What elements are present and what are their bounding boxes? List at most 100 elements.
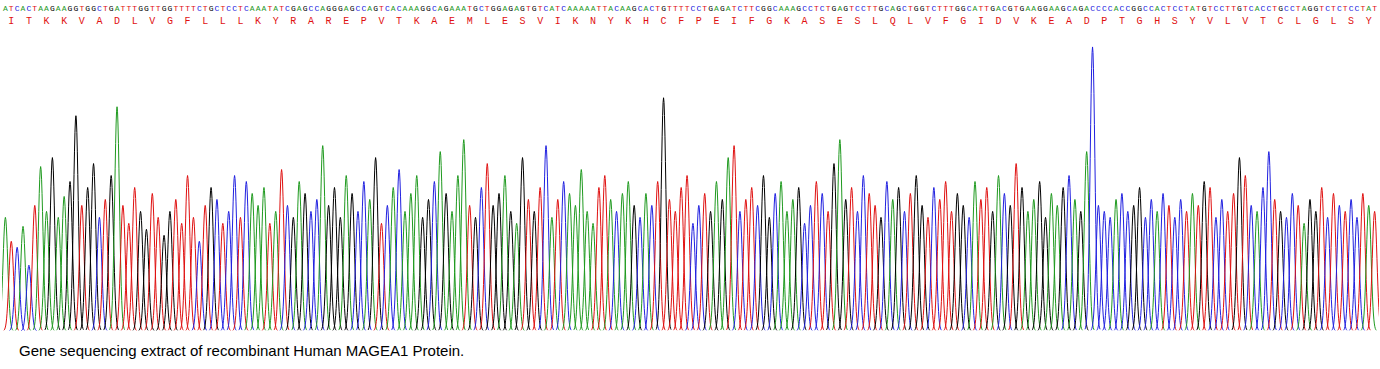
svg-text:C: C [361,4,366,13]
svg-text:A: A [1114,4,1119,13]
svg-text:A: A [714,4,719,13]
svg-text:A: A [790,4,795,13]
svg-text:A: A [403,4,408,13]
svg-text:G: G [1037,4,1042,13]
svg-text:T: T [673,4,678,13]
svg-text:G: G [767,4,772,13]
svg-text:Gene sequencing extract of rec: Gene sequencing extract of recombinant H… [19,342,464,359]
svg-text:A: A [320,4,325,13]
svg-text:T: T [867,4,872,13]
svg-text:I: I [8,16,14,27]
svg-text:G: G [1061,4,1066,13]
svg-text:C: C [1067,4,1072,13]
svg-text:A: A [438,4,443,13]
svg-text:C: C [1161,4,1166,13]
svg-text:Y: Y [1366,16,1372,27]
svg-text:G: G [473,4,478,13]
svg-text:L: L [1330,16,1336,27]
svg-text:T: T [1014,4,1019,13]
svg-text:A: A [514,4,519,13]
svg-text:L: L [872,16,878,27]
svg-text:A: A [62,4,67,13]
svg-text:A: A [802,16,808,27]
svg-text:G: G [990,4,995,13]
svg-text:G: G [761,4,766,13]
svg-text:T: T [679,4,684,13]
svg-text:G: G [1008,4,1013,13]
svg-text:C: C [931,4,936,13]
svg-text:T: T [79,4,84,13]
svg-text:G: G [1137,4,1142,13]
svg-text:G: G [491,4,496,13]
svg-text:A: A [450,4,455,13]
svg-text:Q: Q [890,16,896,27]
svg-text:G: G [832,4,837,13]
svg-text:C: C [1355,4,1360,13]
svg-text:T: T [849,4,854,13]
svg-text:C: C [397,4,402,13]
svg-text:A: A [461,4,466,13]
svg-text:E: E [449,16,455,27]
svg-text:G: G [74,4,79,13]
svg-text:A: A [344,4,349,13]
svg-text:N: N [590,16,596,27]
svg-text:A: A [973,4,978,13]
svg-text:T: T [978,4,983,13]
svg-text:F: F [943,16,949,27]
svg-text:L: L [202,16,208,27]
svg-text:T: T [1184,4,1189,13]
svg-text:E: E [713,16,719,27]
svg-text:S: S [1348,16,1354,27]
svg-text:G: G [1313,4,1318,13]
svg-text:T: T [238,4,243,13]
svg-text:H: H [643,16,649,27]
svg-text:T: T [943,4,948,13]
svg-text:C: C [855,4,860,13]
svg-text:T: T [103,4,108,13]
svg-text:C: C [861,4,866,13]
svg-text:T: T [538,4,543,13]
svg-text:I: I [978,16,984,27]
svg-text:C: C [1325,4,1330,13]
svg-text:C: C [432,4,437,13]
svg-text:Y: Y [608,16,614,27]
svg-text:G: G [1202,4,1207,13]
svg-text:D: D [114,16,120,27]
svg-text:F: F [749,16,755,27]
svg-text:C: C [691,4,696,13]
svg-text:T: T [873,4,878,13]
svg-text:G: G [332,4,337,13]
svg-text:V: V [1013,16,1019,27]
svg-text:G: G [1131,4,1136,13]
svg-text:A: A [1366,4,1371,13]
svg-text:A: A [890,4,895,13]
svg-text:G: G [1137,16,1143,27]
svg-text:A: A [56,4,61,13]
svg-text:G: G [1278,4,1283,13]
svg-text:G: G [708,4,713,13]
svg-text:L: L [132,16,138,27]
svg-text:T: T [150,4,155,13]
svg-text:C: C [1261,4,1266,13]
svg-text:C: C [1102,4,1107,13]
svg-text:G: G [960,16,966,27]
svg-text:P: P [1101,16,1107,27]
svg-text:A: A [779,4,784,13]
svg-text:T: T [685,4,690,13]
svg-text:C: C [1214,4,1219,13]
svg-text:C: C [314,4,319,13]
svg-text:P: P [361,16,367,27]
svg-text:K: K [61,16,67,27]
svg-text:A: A [626,4,631,13]
svg-text:G: G [1020,4,1025,13]
svg-text:T: T [1360,4,1365,13]
svg-text:A: A [1049,4,1054,13]
svg-text:T: T [1372,4,1377,13]
svg-text:A: A [502,4,507,13]
svg-text:C: C [967,4,972,13]
svg-text:T: T [1167,4,1172,13]
svg-text:T: T [1225,4,1230,13]
svg-text:C: C [309,4,314,13]
svg-text:T: T [1343,4,1348,13]
svg-text:G: G [766,16,772,27]
